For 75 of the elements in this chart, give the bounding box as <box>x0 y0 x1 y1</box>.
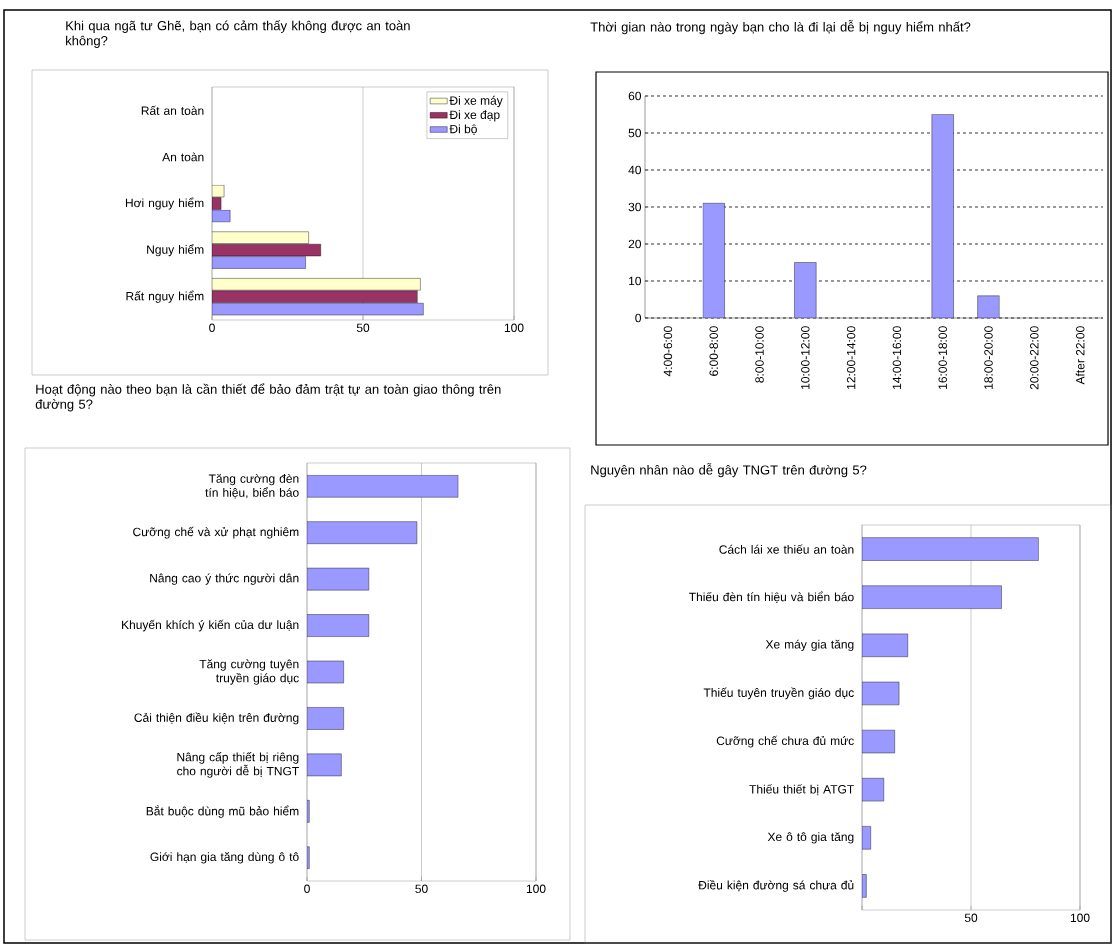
x-tick-label: 4:00-6:00 <box>663 326 673 377</box>
bar <box>212 290 418 303</box>
y-tick-label: Bắt buộc dùng mũ bảo hiểm <box>146 804 299 818</box>
bar <box>862 874 867 898</box>
x-tick-label: 18:00-20:00 <box>984 326 993 389</box>
y-tick-label: Xe máy gia tăng <box>765 639 854 651</box>
bar <box>212 231 309 244</box>
y-tick-label: Xe ô tô gia tăng <box>767 832 854 844</box>
chart-title: Thời gian nào trong ngày bạn cho là đi lại dễ bị nguy hiểm nhất? <box>590 20 971 35</box>
y-tick-label: 30 <box>628 202 642 212</box>
y-tick-label: Tăng cường tuyên truyền giáo dục <box>199 659 299 685</box>
bar <box>307 567 370 591</box>
y-tick-label: Rất an toàn <box>141 105 204 115</box>
x-tick-label: 0 <box>304 884 310 894</box>
chart-title: Khi qua ngã tư Ghẽ, bạn có cảm thấy không được an toàn không? <box>66 20 410 48</box>
y-tick-label: Nguy hiểm <box>147 244 204 257</box>
x-tick-label: After 22:00 <box>1075 326 1085 385</box>
bar <box>307 753 342 777</box>
legend-label: Đi xe máy <box>449 95 503 108</box>
x-tick-label: 100 <box>1070 913 1090 923</box>
x-tick-label: 50 <box>415 884 428 894</box>
y-tick-label: Giới hạn gia tăng dùng ô tô <box>150 852 299 864</box>
y-tick-label: Cách lái xe thiếu an toàn <box>719 544 854 554</box>
bar <box>862 778 885 802</box>
y-tick-label: 10 <box>629 276 642 286</box>
x-tick-label: 100 <box>526 884 546 894</box>
x-tick-label: 50 <box>356 323 370 333</box>
bar <box>307 614 370 637</box>
bar <box>212 256 306 269</box>
y-tick-label: 0 <box>635 313 642 323</box>
y-tick-label: Cưỡng chế chưa đủ mức <box>716 735 854 748</box>
x-tick-label: 100 <box>504 323 524 333</box>
bar <box>307 707 344 730</box>
bar <box>702 203 725 318</box>
bar <box>931 114 954 318</box>
x-tick-label: 10:00-12:00 <box>801 326 810 389</box>
bar <box>862 729 895 754</box>
y-tick-label: Điều kiện đường sá chưa đủ <box>698 880 854 892</box>
y-tick-label: 20 <box>628 239 642 249</box>
y-tick-label: An toàn <box>162 152 204 162</box>
y-tick-label: 50 <box>628 128 642 138</box>
y-tick-label: Thiếu tuyên truyền giáo dục <box>703 687 854 700</box>
y-tick-label: Tăng cường đèn tín hiệu, biển báo <box>205 473 299 499</box>
y-tick-label: Cưỡng chế và xử phạt nghiêm <box>133 526 299 539</box>
text: Nguyên nhân nào dễ gây TNGT trên đường 5? <box>591 463 867 478</box>
x-tick-label: 20:00-22:00 <box>1030 326 1039 390</box>
x-tick-label: 16:00-18:00 <box>938 326 947 389</box>
y-tick-label: Cải thiện điều kiện trên đường <box>134 712 299 725</box>
chart-title: Hoạt động nào theo bạn là cần thiết để bảo đảm trật tự an toàn giao thông trên đường 5? <box>35 383 501 412</box>
y-tick-label: Nâng cấp thiết bị riêng cho người dễ bị TNGT <box>177 752 299 778</box>
y-tick-label: Nâng cao ý thức người dân <box>150 573 299 585</box>
y-tick-label: Thiếu đèn tín hiệu và biển báo <box>689 591 854 603</box>
bar <box>307 521 418 544</box>
y-tick-label: Rất nguy hiểm <box>126 290 204 303</box>
y-tick-label: 40 <box>628 165 642 175</box>
x-tick-label: 14:00-16:00 <box>892 326 902 389</box>
bar <box>307 660 344 684</box>
bar <box>862 633 908 657</box>
y-tick-label: Thiếu thiết bị ATGT <box>749 784 854 796</box>
bar <box>862 681 900 706</box>
x-tick-label: 6:00-8:00 <box>709 326 718 376</box>
y-tick-label: Khuyến khích ý kiến của dư luận <box>122 619 299 632</box>
y-tick-label: 60 <box>628 91 642 101</box>
legend-label: Đi bộ <box>449 124 477 135</box>
x-tick-label: 12:00-14:00 <box>846 326 856 389</box>
bar <box>862 826 871 850</box>
legend-label: Đi xe đạp <box>449 110 500 122</box>
bar <box>862 537 1039 561</box>
bar <box>212 278 421 291</box>
x-tick-label: 8:00-10:00 <box>755 326 764 383</box>
bar <box>862 585 1002 609</box>
bar <box>977 295 1000 318</box>
bar <box>307 475 459 498</box>
bar <box>794 262 817 318</box>
y-tick-label: Hơi nguy hiểm <box>125 197 204 210</box>
